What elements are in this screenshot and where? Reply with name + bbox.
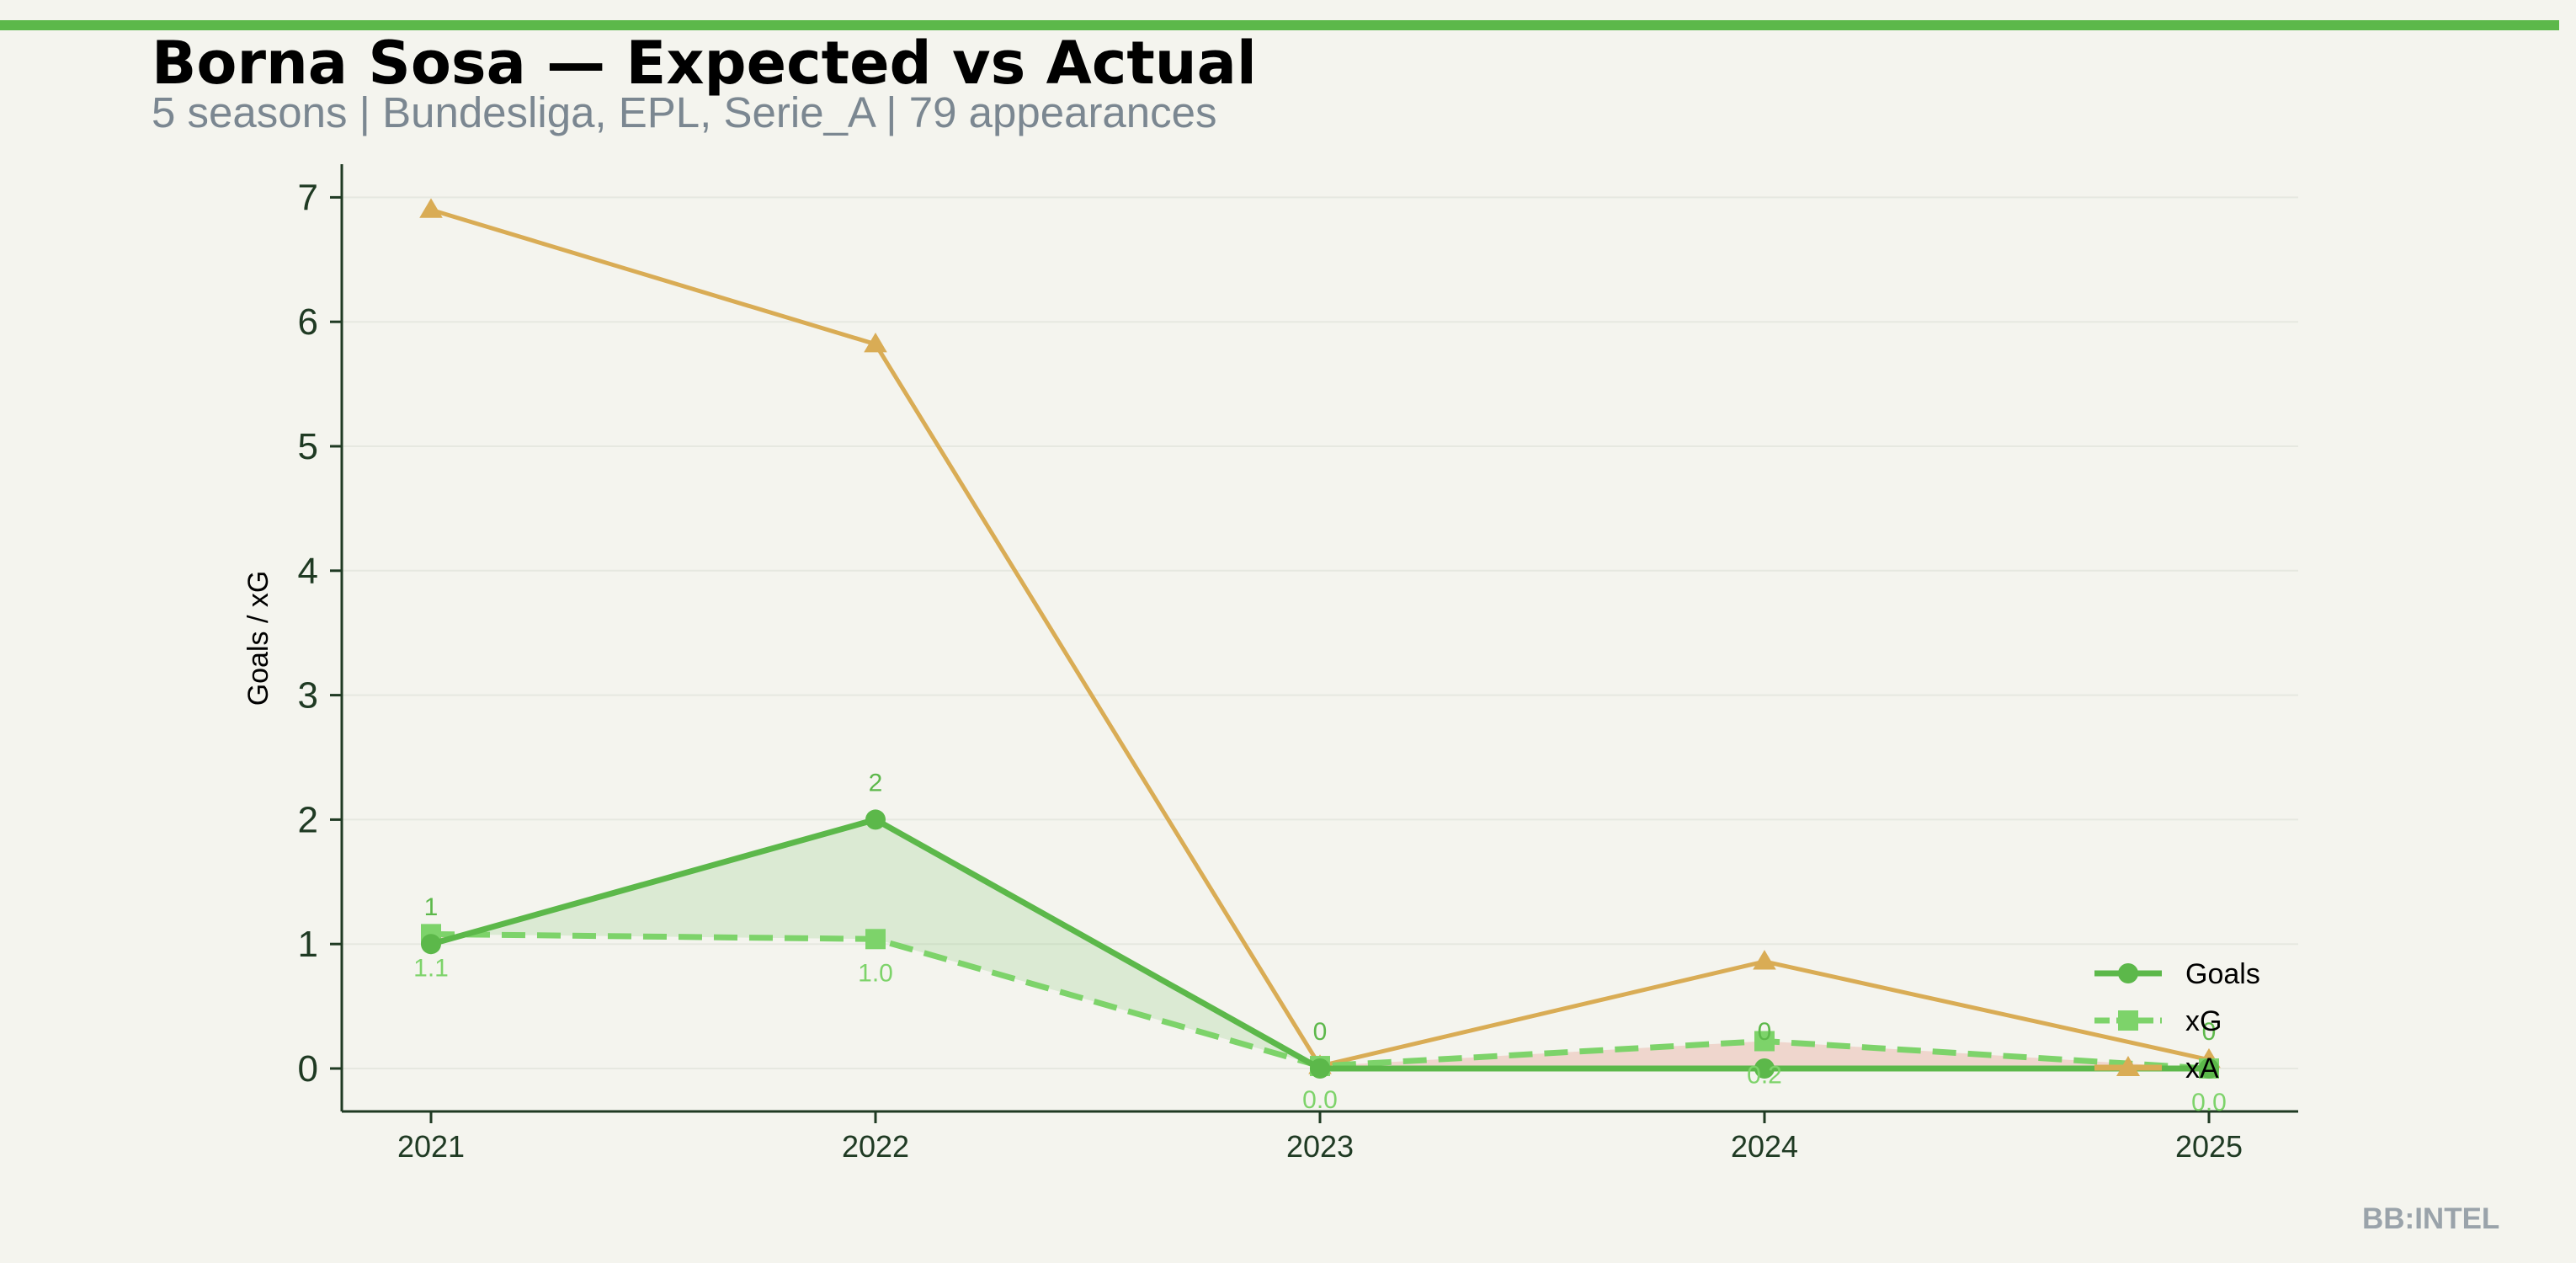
goals-point bbox=[421, 934, 441, 955]
top-accent-bar bbox=[0, 20, 2559, 30]
goals-point bbox=[1754, 1058, 1775, 1079]
brand-watermark: BB:INTEL bbox=[2362, 1202, 2500, 1235]
legend-marker bbox=[2118, 1010, 2138, 1031]
legend: Goals xG xA bbox=[2094, 958, 2260, 1084]
goals-point bbox=[2199, 1058, 2219, 1079]
x-tick-label: 2022 bbox=[842, 1129, 909, 1164]
legend-marker bbox=[2116, 1056, 2140, 1076]
xg-data-label: 0.0 bbox=[2191, 1089, 2227, 1116]
xg-data-label: 1.0 bbox=[858, 959, 893, 987]
y-ticks: 0 1 2 3 4 5 6 7 bbox=[298, 177, 342, 1090]
x-tick-label: 2023 bbox=[1286, 1129, 1354, 1164]
xa-point bbox=[864, 333, 887, 353]
legend-label: xG bbox=[2185, 1005, 2222, 1037]
legend-marker bbox=[2118, 963, 2138, 983]
y-tick-label: 5 bbox=[298, 426, 318, 467]
y-tick-label: 6 bbox=[298, 301, 318, 343]
y-tick-label: 2 bbox=[298, 799, 318, 840]
xa-point bbox=[419, 198, 443, 218]
goals-data-label: 0 bbox=[1313, 1018, 1328, 1046]
x-ticks: 2021 2022 2023 2024 2025 bbox=[397, 1111, 2243, 1164]
goals-data-label: 1 bbox=[424, 893, 439, 921]
x-tick-label: 2021 bbox=[397, 1129, 465, 1164]
goals-data-label: 2 bbox=[869, 769, 883, 797]
page-title: Borna Sosa — Expected vs Actual bbox=[152, 29, 1257, 98]
xg-point bbox=[865, 929, 886, 950]
xg-data-label: 0.0 bbox=[1302, 1086, 1338, 1114]
axes bbox=[340, 164, 2298, 1113]
y-tick-label: 0 bbox=[298, 1048, 318, 1090]
y-tick-label: 4 bbox=[298, 551, 318, 592]
goals-point bbox=[865, 809, 886, 830]
xg-data-label: 1.1 bbox=[413, 954, 449, 982]
goals-point bbox=[1310, 1058, 1330, 1079]
xa-point bbox=[1753, 950, 1776, 970]
legend-label: xA bbox=[2185, 1052, 2219, 1084]
data-labels: 1 2 0 0 0 1.1 1.0 0.0 0.2 0.0 bbox=[413, 769, 2227, 1116]
goals-data-label: 0 bbox=[1758, 1018, 1772, 1046]
x-tick-label: 2025 bbox=[2175, 1129, 2243, 1164]
legend-label: Goals bbox=[2185, 958, 2260, 990]
grid-lines bbox=[342, 196, 2298, 1069]
goals-data-label: 0 bbox=[2202, 1018, 2217, 1046]
y-tick-label: 1 bbox=[298, 924, 318, 965]
page-subtitle: 5 seasons | Bundesliga, EPL, Serie_A | 7… bbox=[152, 88, 1217, 136]
x-tick-label: 2024 bbox=[1731, 1129, 1798, 1164]
y-tick-label: 3 bbox=[298, 675, 318, 717]
y-axis-label: Goals / xG bbox=[242, 571, 274, 706]
series-lines bbox=[419, 198, 2221, 1079]
xg-point bbox=[1754, 1031, 1775, 1052]
xg-data-label: 0.2 bbox=[1747, 1061, 1782, 1089]
y-tick-label: 7 bbox=[298, 177, 318, 218]
